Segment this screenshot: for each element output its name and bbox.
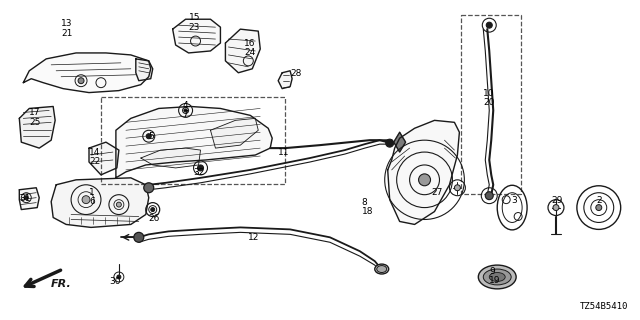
- Circle shape: [116, 202, 122, 207]
- Text: 16
24: 16 24: [244, 39, 256, 57]
- Circle shape: [82, 196, 90, 204]
- Ellipse shape: [375, 264, 388, 274]
- Circle shape: [486, 22, 492, 28]
- Text: 2: 2: [596, 196, 602, 205]
- Text: 5: 5: [148, 132, 154, 141]
- Circle shape: [419, 174, 431, 186]
- Circle shape: [198, 165, 204, 171]
- Text: 12: 12: [248, 233, 260, 242]
- Polygon shape: [136, 59, 153, 81]
- Text: 27: 27: [431, 188, 443, 197]
- Text: 10
20: 10 20: [483, 89, 495, 107]
- Text: 9
19: 9 19: [489, 267, 500, 285]
- Circle shape: [596, 204, 602, 211]
- Circle shape: [24, 196, 28, 200]
- Polygon shape: [89, 142, 119, 175]
- Circle shape: [454, 185, 460, 191]
- Circle shape: [117, 275, 121, 279]
- Polygon shape: [278, 71, 292, 89]
- Circle shape: [386, 139, 394, 147]
- Text: 29: 29: [551, 196, 563, 205]
- Text: 4
7: 4 7: [182, 100, 188, 119]
- Polygon shape: [225, 29, 260, 73]
- Circle shape: [151, 208, 155, 212]
- Polygon shape: [19, 107, 55, 148]
- Text: 32: 32: [193, 168, 205, 177]
- Polygon shape: [394, 132, 406, 152]
- Text: 26: 26: [148, 213, 160, 222]
- Polygon shape: [141, 148, 200, 168]
- Polygon shape: [19, 188, 39, 210]
- Circle shape: [553, 204, 559, 211]
- Circle shape: [485, 192, 493, 200]
- Polygon shape: [51, 178, 148, 228]
- Text: 30: 30: [109, 277, 120, 286]
- Circle shape: [147, 134, 151, 139]
- Text: 15
23: 15 23: [189, 13, 200, 32]
- Text: 11: 11: [278, 148, 290, 157]
- Text: 14
22: 14 22: [89, 148, 100, 166]
- Text: 13
21: 13 21: [61, 19, 72, 37]
- Polygon shape: [388, 120, 460, 224]
- Ellipse shape: [489, 273, 505, 281]
- Polygon shape: [116, 107, 272, 178]
- Text: 17
25: 17 25: [29, 108, 41, 127]
- Circle shape: [144, 183, 154, 193]
- Ellipse shape: [483, 269, 511, 285]
- Ellipse shape: [377, 266, 387, 273]
- Circle shape: [78, 78, 84, 84]
- Text: FR.: FR.: [51, 279, 72, 289]
- Polygon shape: [173, 19, 220, 53]
- Text: 8
18: 8 18: [362, 198, 373, 216]
- Ellipse shape: [478, 265, 516, 289]
- Text: 31: 31: [19, 194, 31, 203]
- Text: 28: 28: [290, 69, 301, 78]
- Circle shape: [134, 232, 144, 242]
- Text: 1
6: 1 6: [89, 188, 95, 206]
- Text: TZ54B5410: TZ54B5410: [580, 302, 628, 311]
- Text: 3: 3: [511, 196, 517, 205]
- Polygon shape: [211, 118, 259, 148]
- Circle shape: [184, 109, 187, 112]
